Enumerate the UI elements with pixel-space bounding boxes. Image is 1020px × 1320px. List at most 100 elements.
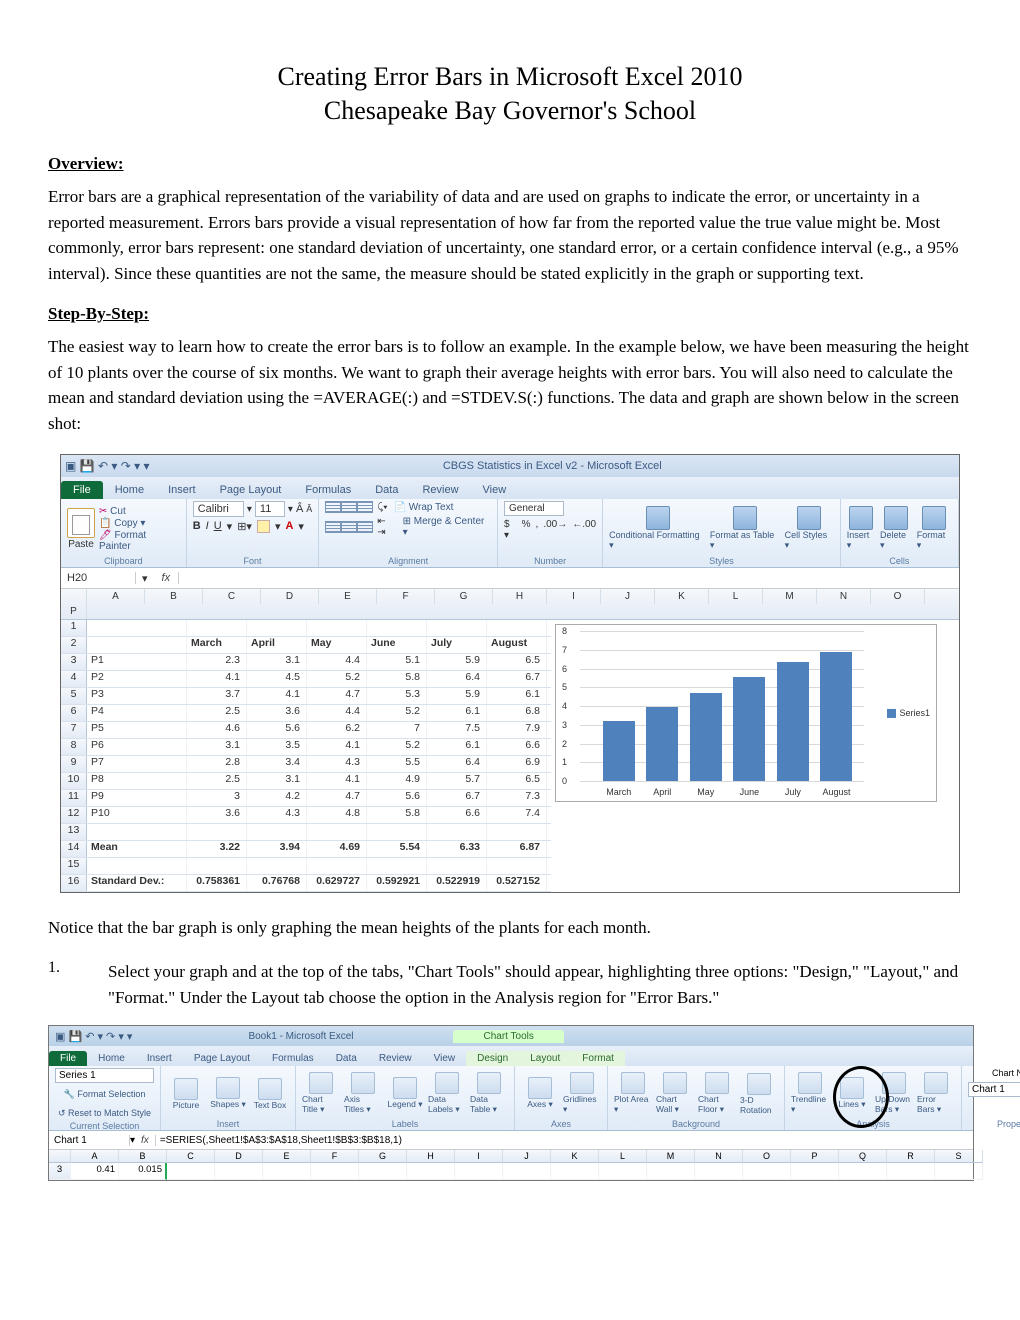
orientation-icon[interactable]: ⤹▾ <box>377 502 387 513</box>
tab-formulas-2[interactable]: Formulas <box>261 1051 325 1066</box>
format-cells-button[interactable]: Format ▾ <box>917 506 952 551</box>
col-header[interactable]: E <box>319 589 377 604</box>
col-header[interactable]: N <box>817 589 871 604</box>
data-table-button[interactable]: Data Table ▾ <box>470 1072 508 1115</box>
bar-chart[interactable]: 012345678MarchAprilMayJuneJulyAugust Ser… <box>555 624 937 802</box>
chart-name-input[interactable]: Chart 1 <box>968 1082 1020 1097</box>
tab-data[interactable]: Data <box>363 481 410 499</box>
chart-bar[interactable] <box>733 677 765 781</box>
col-header[interactable]: J <box>601 589 655 604</box>
axis-titles-button[interactable]: Axis Titles ▾ <box>344 1072 382 1115</box>
font-name-select[interactable]: Calibri <box>193 501 244 517</box>
delete-cells-button[interactable]: Delete ▾ <box>880 506 913 551</box>
error-bars-button[interactable]: Error Bars ▾ <box>917 1072 955 1115</box>
name-box[interactable]: H20 <box>61 572 136 584</box>
plot-area-button[interactable]: Plot Area ▾ <box>614 1072 652 1115</box>
chart-floor-button[interactable]: Chart Floor ▾ <box>698 1072 736 1115</box>
col-header[interactable]: K <box>655 589 709 604</box>
font-size-select[interactable]: 11 <box>255 501 285 517</box>
name-box-2[interactable]: Chart 1 <box>49 1135 130 1146</box>
merge-center-button[interactable]: ⊞ Merge & Center ▾ <box>403 516 491 538</box>
currency-icon[interactable]: $ ▾ <box>504 519 517 541</box>
textbox-button[interactable]: Text Box <box>251 1078 289 1110</box>
grow-font-icon[interactable]: Â <box>296 503 303 515</box>
tab-design[interactable]: Design <box>466 1051 519 1066</box>
col-header[interactable]: D <box>261 589 319 604</box>
col-header[interactable]: G <box>435 589 493 604</box>
tab-layout[interactable]: Layout <box>519 1051 571 1066</box>
cell-styles-button[interactable]: Cell Styles ▾ <box>785 506 834 551</box>
col-header[interactable]: L <box>709 589 763 604</box>
tab-file-2[interactable]: File <box>49 1051 87 1066</box>
tab-home-2[interactable]: Home <box>87 1051 136 1066</box>
cut-button[interactable]: Cut <box>99 506 180 517</box>
reset-match-style-button[interactable]: ↺ Reset to Match Style <box>58 1108 151 1119</box>
bold-button[interactable]: B <box>193 520 201 533</box>
insert-cells-button[interactable]: Insert ▾ <box>847 506 876 551</box>
series-select[interactable]: Series 1 <box>55 1068 154 1083</box>
fx-icon[interactable]: fx <box>154 572 180 584</box>
col-header[interactable]: B <box>145 589 203 604</box>
border-button[interactable]: ⊞▾ <box>237 520 252 533</box>
gridlines-button[interactable]: Gridlines ▾ <box>563 1072 601 1115</box>
col-header[interactable]: P <box>61 604 87 619</box>
col-header[interactable]: M <box>763 589 817 604</box>
tab-page-layout[interactable]: Page Layout <box>208 481 294 499</box>
tab-home[interactable]: Home <box>103 481 156 499</box>
chart-bar[interactable] <box>603 721 635 781</box>
tab-view[interactable]: View <box>471 481 519 499</box>
percent-icon[interactable]: % <box>522 519 531 541</box>
chart-bar[interactable] <box>820 652 852 781</box>
qat-2[interactable]: ▣ 💾 ↶ ▾ ↷ ▾ ▾ <box>49 1030 138 1043</box>
tab-formulas[interactable]: Formulas <box>293 481 363 499</box>
tab-insert[interactable]: Insert <box>156 481 208 499</box>
conditional-formatting-button[interactable]: Conditional Formatting ▾ <box>609 506 706 551</box>
col-header[interactable]: C <box>203 589 261 604</box>
col-header[interactable]: I <box>547 589 601 604</box>
tab-data-2[interactable]: Data <box>325 1051 368 1066</box>
italic-button[interactable]: I <box>206 520 209 533</box>
tab-format[interactable]: Format <box>571 1051 625 1066</box>
shapes-button[interactable]: Shapes ▾ <box>209 1077 247 1110</box>
qat-icons[interactable]: ▣ 💾 ↶ ▾ ↷ ▾ ▾ <box>65 459 149 473</box>
number-format-select[interactable]: General <box>504 501 564 516</box>
chart-title-button[interactable]: Chart Title ▾ <box>302 1072 340 1115</box>
tab-review[interactable]: Review <box>410 481 470 499</box>
trendline-button[interactable]: Trendline ▾ <box>791 1072 829 1115</box>
fx-icon-2[interactable]: fx <box>135 1135 156 1146</box>
comma-icon[interactable]: , <box>536 519 539 541</box>
col-header[interactable] <box>61 589 87 604</box>
font-color-button[interactable]: A <box>285 520 293 533</box>
shrink-font-icon[interactable]: Ǎ <box>306 504 312 514</box>
align-top-icon[interactable] <box>325 501 341 513</box>
col-header[interactable]: F <box>377 589 435 604</box>
col-header[interactable]: H <box>493 589 547 604</box>
copy-button[interactable]: Copy ▾ <box>99 518 180 529</box>
picture-button[interactable]: Picture <box>167 1078 205 1110</box>
tab-file[interactable]: File <box>61 481 103 499</box>
format-selection-button[interactable]: 🔧 Format Selection <box>64 1089 146 1100</box>
rotation-button[interactable]: 3-D Rotation <box>740 1073 778 1115</box>
fill-color-button[interactable] <box>257 520 270 533</box>
tab-insert-2[interactable]: Insert <box>136 1051 183 1066</box>
underline-button[interactable]: U <box>214 520 222 533</box>
chart-bar[interactable] <box>777 662 809 781</box>
format-painter-button[interactable]: Format Painter <box>99 530 180 552</box>
data-labels-button[interactable]: Data Labels ▾ <box>428 1072 466 1115</box>
decrease-decimal-icon[interactable]: ←.00 <box>572 519 596 541</box>
col-header[interactable]: A <box>87 589 145 604</box>
axes-button[interactable]: Axes ▾ <box>521 1077 559 1110</box>
tab-review-2[interactable]: Review <box>368 1051 423 1066</box>
chart-bar[interactable] <box>690 693 722 781</box>
indent-icon[interactable]: ⇤ ⇥ <box>377 516 396 538</box>
formula-text-2[interactable]: =SERIES(,Sheet1!$A$3:$A$18,Sheet1!$B$3:$… <box>156 1135 406 1146</box>
col-header[interactable]: O <box>871 589 925 604</box>
format-as-table-button[interactable]: Format as Table ▾ <box>710 506 781 551</box>
legend-button[interactable]: Legend ▾ <box>386 1077 424 1110</box>
wrap-text-button[interactable]: 📄 Wrap Text <box>394 502 454 513</box>
tab-view-2[interactable]: View <box>423 1051 467 1066</box>
chart-bar[interactable] <box>646 707 678 781</box>
increase-decimal-icon[interactable]: .00→ <box>543 519 567 541</box>
chart-wall-button[interactable]: Chart Wall ▾ <box>656 1072 694 1115</box>
tab-page-layout-2[interactable]: Page Layout <box>183 1051 261 1066</box>
